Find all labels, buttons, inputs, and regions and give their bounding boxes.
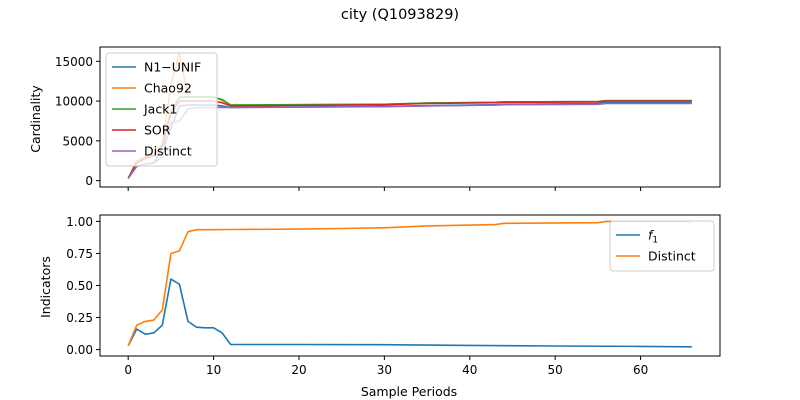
indicators-ytick-label: 0.50 [66,279,93,293]
figure-title: city (Q1093829) [341,7,459,23]
cardinality-legend-label: Distinct [144,144,192,159]
indicators-xtick-label: 60 [633,363,648,377]
indicators-ytick-label: 0.25 [66,311,93,325]
indicators-panel: Indicators Sample Periods 0 10 20 30 40 50 60 0… [38,214,721,399]
indicators-legend-label: Distinct [648,249,696,264]
indicators-ytick-label: 0.00 [66,343,93,357]
indicators-ylabel: Indicators [38,256,53,318]
indicators-xtick-label: 0 [124,363,132,377]
indicators-series-line-distinct [127,220,692,347]
cardinality-legend-label: Jack1 [143,102,177,117]
indicators-legend: f1 Distinct [609,220,715,272]
indicators-ytick-label: 0.75 [66,247,93,261]
cardinality-legend-label: N1−UNIF [144,60,201,75]
cardinality-legend-label: SOR [144,123,171,138]
indicators-xlabel: Sample Periods [361,384,457,399]
cardinality-ytick-label: 0 [85,174,93,188]
indicators-xtick-label: 10 [206,363,221,377]
indicators-legend-box [609,220,715,272]
indicators-xtick-label: 50 [548,363,563,377]
indicators-xtick-label: 40 [462,363,477,377]
cardinality-legend-label: Chao92 [144,81,192,96]
cardinality-legend-box [105,52,218,167]
cardinality-ytick-label: 15000 [55,55,93,69]
indicators-ytick-label: 1.00 [66,215,93,229]
cardinality-panel: Cardinality 0 5000 10000 15000 N1−UNIF Chao9… [28,46,721,191]
cardinality-ylabel: Cardinality [28,85,43,153]
indicators-xtick-label: 20 [291,363,306,377]
indicators-legend-label: f1 [648,228,658,246]
indicators-xtick-label: 30 [377,363,392,377]
cardinality-legend: N1−UNIF Chao92 Jack1 SOR Distinct [105,52,218,167]
cardinality-axes-frame [99,46,721,188]
indicators-series-line-f1 [127,278,692,348]
cardinality-ytick-label: 10000 [55,95,93,109]
cardinality-ytick-label: 5000 [62,134,93,148]
